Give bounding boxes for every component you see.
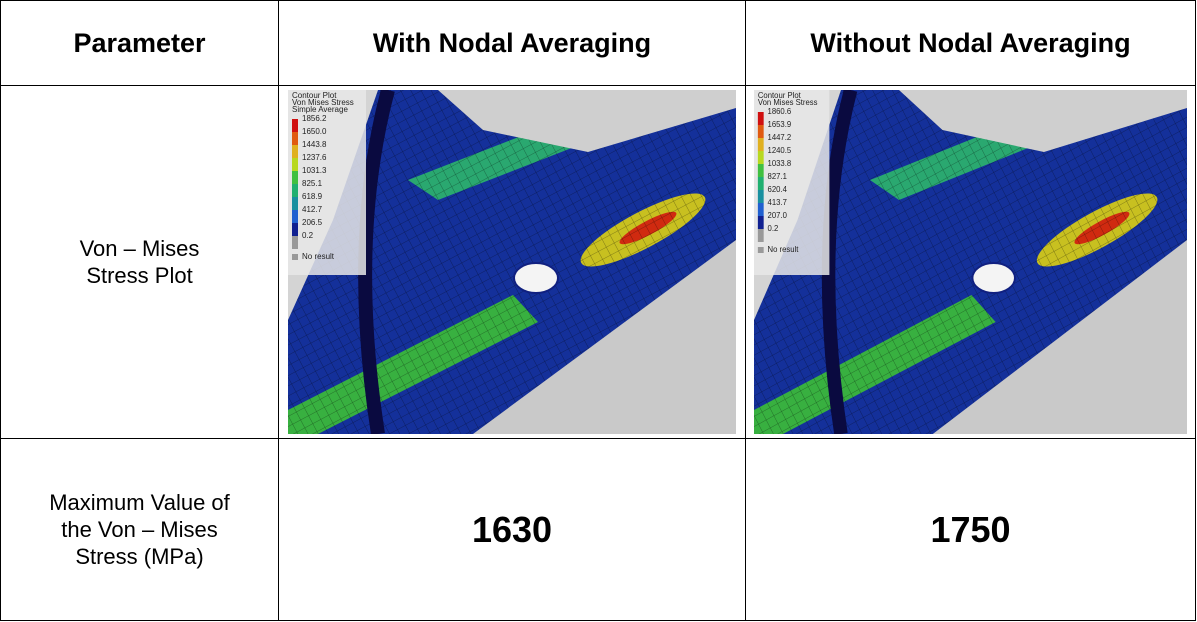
legend-value: 0.2: [302, 231, 314, 240]
legend-value: 618.9: [302, 192, 323, 201]
legend-swatch: [758, 177, 764, 190]
legend-swatch: [292, 145, 298, 158]
legend-swatch: [292, 119, 298, 132]
legend-value: 1650.0: [302, 127, 327, 136]
legend-swatch: [292, 236, 298, 249]
legend-value: 1860.6: [768, 107, 792, 116]
legend-value: 1447.2: [768, 133, 792, 142]
header-row: Parameter With Nodal Averaging Without N…: [1, 1, 1196, 86]
legend-title: Von Mises Stress: [758, 98, 818, 107]
legend-swatch: [758, 229, 764, 242]
row-label-cell: Von – Mises Stress Plot: [1, 86, 279, 439]
legend-swatch: [758, 190, 764, 203]
hole: [514, 263, 558, 293]
hole: [972, 263, 1015, 293]
comparison-table: Parameter With Nodal Averaging Without N…: [0, 0, 1196, 621]
max-value: 1750: [930, 509, 1010, 550]
legend-value: 1033.8: [768, 159, 792, 168]
row-label-cell: Maximum Value of the Von – Mises Stress …: [1, 439, 279, 621]
row-label: Maximum Value of the Von – Mises Stress …: [32, 489, 247, 570]
legend-swatch: [292, 171, 298, 184]
value-cell: 1750: [746, 439, 1196, 621]
legend-swatch: [292, 254, 298, 260]
legend-swatch: [292, 197, 298, 210]
page: Parameter With Nodal Averaging Without N…: [0, 0, 1197, 622]
header-cell: Parameter: [1, 1, 279, 86]
legend-swatch: [292, 132, 298, 145]
legend-swatch: [758, 164, 764, 177]
legend-value: 827.1: [768, 172, 787, 181]
legend-value: 620.4: [768, 185, 788, 194]
legend-value: 1443.8: [302, 140, 327, 149]
legend-value: 1653.9: [768, 120, 792, 129]
header-cell: With Nodal Averaging: [279, 1, 746, 86]
legend-swatch: [758, 112, 764, 125]
legend-swatch: [292, 223, 298, 236]
legend-swatch: [292, 210, 298, 223]
row-label: Von – Mises Stress Plot: [55, 235, 225, 289]
max-value: 1630: [472, 509, 552, 550]
legend-swatch: [758, 138, 764, 151]
legend-value: 1237.6: [302, 153, 327, 162]
header-cell: Without Nodal Averaging: [746, 1, 1196, 86]
legend-no-result: No result: [768, 245, 800, 254]
legend-swatch: [758, 125, 764, 138]
legend-value: 1240.5: [768, 146, 792, 155]
legend-swatch: [758, 151, 764, 164]
legend-value: 207.0: [768, 211, 788, 220]
value-cell: 1630: [279, 439, 746, 621]
legend-swatch: [758, 203, 764, 216]
legend-swatch: [292, 158, 298, 171]
legend-value: 413.7: [768, 198, 787, 207]
legend-no-result: No result: [302, 252, 335, 261]
legend-value: 412.7: [302, 205, 323, 214]
legend-value: 825.1: [302, 179, 323, 188]
value-row: Maximum Value of the Von – Mises Stress …: [1, 439, 1196, 621]
legend-value: 0.2: [768, 224, 779, 233]
legend-bg: [288, 90, 366, 275]
legend-swatch: [758, 216, 764, 229]
legend-swatch: [758, 247, 764, 253]
legend-swatch: [292, 184, 298, 197]
legend-value: 206.5: [302, 218, 323, 227]
legend-value: 1856.2: [302, 114, 327, 123]
legend-title: Simple Average: [292, 105, 348, 114]
legend-value: 1031.3: [302, 166, 327, 175]
